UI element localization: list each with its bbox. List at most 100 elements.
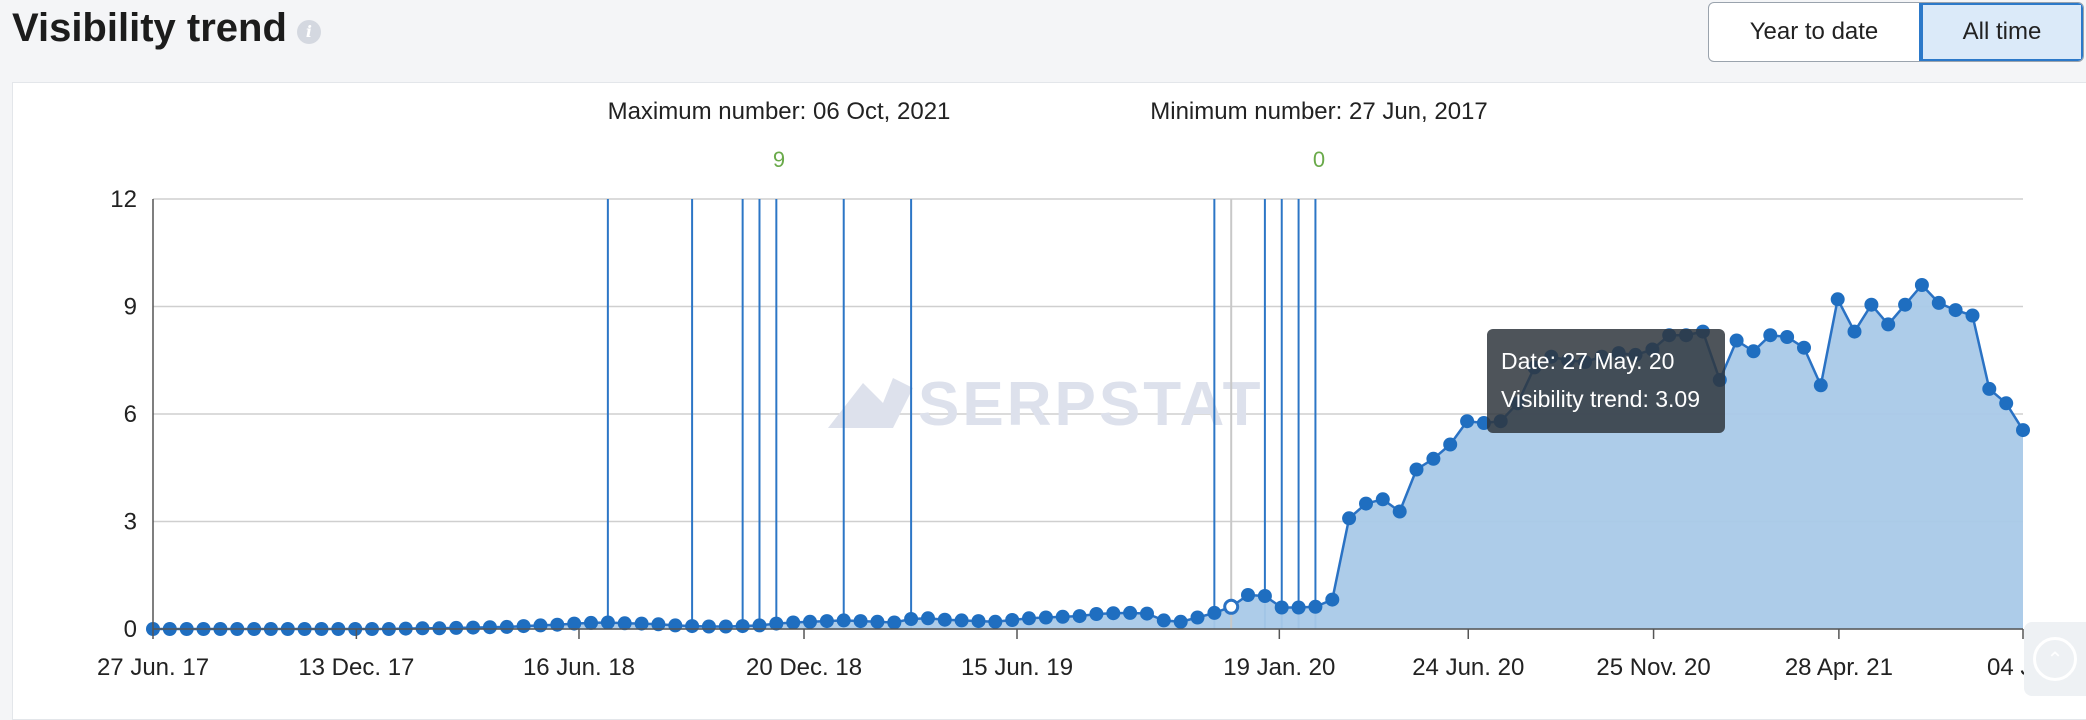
data-point[interactable] <box>1409 462 1424 477</box>
data-point[interactable] <box>685 619 700 634</box>
data-point[interactable] <box>1207 605 1222 620</box>
data-point[interactable] <box>701 619 716 634</box>
data-point[interactable] <box>550 617 565 632</box>
data-point[interactable] <box>449 620 464 635</box>
data-point[interactable] <box>1813 378 1828 393</box>
x-tick-label: 28 Apr. 21 <box>1785 654 1893 681</box>
data-point[interactable] <box>1274 600 1289 615</box>
data-point[interactable] <box>1999 396 2014 411</box>
data-point[interactable] <box>1965 308 1980 323</box>
data-point[interactable] <box>870 614 885 629</box>
data-point[interactable] <box>617 616 632 631</box>
info-icon[interactable]: i <box>296 19 321 44</box>
data-point[interactable] <box>1257 589 1272 603</box>
data-point[interactable] <box>1931 295 1946 310</box>
series-area <box>153 285 2023 629</box>
data-point[interactable] <box>1881 317 1896 332</box>
data-point[interactable] <box>1156 613 1171 628</box>
x-tick-label: 20 Dec. 18 <box>746 654 862 681</box>
data-point[interactable] <box>1460 414 1475 429</box>
data-point[interactable] <box>466 620 481 635</box>
data-point[interactable] <box>1005 613 1020 627</box>
data-point[interactable] <box>836 613 851 628</box>
data-point[interactable] <box>1038 610 1053 625</box>
data-point[interactable] <box>584 615 598 630</box>
data-point[interactable] <box>803 614 817 629</box>
data-point[interactable] <box>1847 324 1862 339</box>
min-annotation-value: 0 <box>1313 147 1325 172</box>
all-time-button[interactable]: All time <box>1919 3 2083 61</box>
data-point[interactable] <box>1308 599 1323 614</box>
data-point[interactable] <box>1123 605 1138 620</box>
data-point[interactable] <box>651 617 666 632</box>
data-point[interactable] <box>1291 600 1306 615</box>
data-point[interactable] <box>533 618 548 633</box>
data-point-hovered[interactable] <box>1223 598 1240 615</box>
data-point[interactable] <box>600 615 615 630</box>
data-point[interactable] <box>735 619 750 634</box>
data-point[interactable] <box>752 618 767 633</box>
year-to-date-button[interactable]: Year to date <box>1749 18 1879 45</box>
data-point[interactable] <box>921 611 935 626</box>
data-point[interactable] <box>853 614 868 629</box>
data-point[interactable] <box>499 619 514 634</box>
y-tick-label: 9 <box>124 294 137 321</box>
data-point[interactable] <box>1982 381 1997 396</box>
y-tick-label: 12 <box>110 186 137 213</box>
watermark-icon <box>828 378 913 428</box>
data-point[interactable] <box>1173 614 1188 629</box>
data-point[interactable] <box>1342 511 1357 526</box>
y-tick-label: 0 <box>124 616 137 643</box>
data-point[interactable] <box>887 615 902 630</box>
data-point[interactable] <box>2016 423 2030 438</box>
data-point[interactable] <box>634 616 649 631</box>
data-point[interactable] <box>904 612 919 626</box>
data-point[interactable] <box>1948 303 1963 318</box>
data-point[interactable] <box>1898 297 1913 312</box>
data-point[interactable] <box>1763 328 1778 343</box>
data-point[interactable] <box>1106 606 1121 621</box>
data-point[interactable] <box>1089 607 1104 621</box>
data-point[interactable] <box>1022 611 1036 626</box>
visibility-trend-chart[interactable]: 0 3 6 9 12 SERPSTAT 27 Jun. 17 13 Dec. 17 16 Jun… <box>13 83 2086 719</box>
data-point[interactable] <box>1797 340 1811 355</box>
data-point[interactable] <box>1392 504 1407 519</box>
data-point[interactable] <box>971 614 986 629</box>
max-annotation-value: 9 <box>773 147 785 172</box>
data-point[interactable] <box>1359 496 1373 511</box>
data-point[interactable] <box>1780 330 1795 344</box>
tooltip-box <box>1487 329 1725 433</box>
y-tick-label: 6 <box>124 401 137 428</box>
data-point[interactable] <box>1830 292 1845 307</box>
data-point[interactable] <box>1426 451 1441 466</box>
data-point[interactable] <box>988 614 1003 629</box>
data-point[interactable] <box>1375 492 1390 507</box>
y-tick-label: 3 <box>124 509 137 536</box>
data-point[interactable] <box>937 612 952 627</box>
data-point[interactable] <box>1055 609 1070 624</box>
data-point[interactable] <box>819 614 834 629</box>
data-point[interactable] <box>1190 610 1205 625</box>
data-point[interactable] <box>1325 592 1340 607</box>
chart-card: 0 3 6 9 12 SERPSTAT 27 Jun. 17 13 Dec. 17 16 Jun… <box>12 82 2086 720</box>
data-point[interactable] <box>1443 437 1458 452</box>
data-point[interactable] <box>516 619 531 634</box>
data-point[interactable] <box>1729 333 1744 348</box>
data-point[interactable] <box>482 620 497 635</box>
data-point[interactable] <box>1864 297 1879 312</box>
data-point[interactable] <box>1746 344 1761 359</box>
data-point[interactable] <box>1241 588 1255 602</box>
data-point[interactable] <box>954 613 969 628</box>
data-point[interactable] <box>1072 609 1087 624</box>
data-point[interactable] <box>567 616 582 631</box>
data-point[interactable] <box>769 616 784 631</box>
x-tick-label: 25 Nov. 20 <box>1596 654 1710 681</box>
x-tick-label: 15 Jun. 19 <box>961 654 1073 681</box>
data-point[interactable] <box>668 618 683 633</box>
data-point[interactable] <box>786 615 801 630</box>
data-point[interactable] <box>718 619 733 634</box>
page-title-text: Visibility trend <box>12 6 287 50</box>
data-point[interactable] <box>1914 278 1929 292</box>
data-point[interactable] <box>1140 606 1154 621</box>
scroll-to-top-button[interactable]: ⌃ <box>2024 622 2086 696</box>
